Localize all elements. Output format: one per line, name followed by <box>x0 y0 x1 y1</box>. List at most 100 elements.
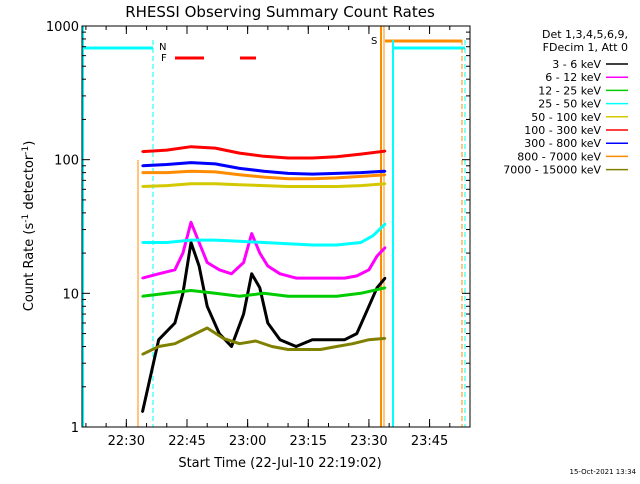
data-point <box>238 342 241 345</box>
data-point <box>262 170 265 173</box>
data-point <box>359 152 362 156</box>
data-point <box>189 161 193 164</box>
data-point <box>157 338 160 341</box>
data-point <box>286 177 290 180</box>
data-point <box>214 162 217 166</box>
data-point <box>383 222 387 226</box>
y-axis-label: Count Rate (s-1 detector-1) <box>21 141 37 312</box>
data-point <box>189 182 193 185</box>
data-point <box>206 326 209 330</box>
data-point <box>359 175 362 178</box>
data-point <box>383 149 387 153</box>
data-point <box>327 338 330 341</box>
data-point <box>286 185 290 188</box>
data-point <box>206 261 209 264</box>
data-point <box>311 172 314 176</box>
legend-label: 300 - 800 keV <box>524 137 601 150</box>
data-point <box>222 337 225 340</box>
data-point <box>266 264 269 268</box>
data-point <box>238 295 241 298</box>
series-line-1 <box>142 220 387 280</box>
data-point <box>311 276 314 280</box>
y-tick-label: 1 <box>71 421 79 436</box>
data-point <box>238 240 241 243</box>
data-point <box>173 268 177 271</box>
data-point <box>262 155 265 158</box>
data-point <box>383 276 387 280</box>
data-point <box>327 276 330 280</box>
data-point <box>359 241 362 244</box>
y-tick-label: 100 <box>54 154 79 169</box>
legend-label: 25 - 50 keV <box>538 98 601 111</box>
data-point <box>359 292 362 295</box>
data-point <box>286 156 290 160</box>
data-point <box>383 286 387 289</box>
data-point <box>383 246 387 249</box>
data-point <box>311 295 314 298</box>
x-tick-label: 23:30 <box>350 434 387 449</box>
data-point <box>359 184 362 187</box>
data-point <box>165 241 168 244</box>
data-point <box>367 268 371 271</box>
data-point <box>311 177 314 180</box>
data-point <box>242 312 245 316</box>
data-point <box>238 167 241 170</box>
data-point <box>189 241 193 244</box>
legend-label: 800 - 7000 keV <box>517 150 601 163</box>
data-point <box>165 148 168 152</box>
data-point <box>197 264 201 268</box>
data-point <box>303 348 306 351</box>
data-point <box>230 272 233 275</box>
data-point <box>278 272 282 275</box>
data-point <box>157 272 160 275</box>
legend: Det 1,3,4,5,6,9,FDecim 1, Att 0 3 - 6 keV… <box>503 28 628 177</box>
legend-label: 3 - 6 keV <box>552 58 601 71</box>
data-point <box>181 251 185 255</box>
data-point <box>335 243 338 247</box>
data-point <box>335 345 338 348</box>
data-point <box>189 334 193 338</box>
data-point <box>262 175 265 179</box>
data-point <box>286 295 290 298</box>
data-point <box>311 156 314 160</box>
data-point <box>141 353 144 356</box>
data-point <box>214 170 217 174</box>
plot-frame <box>81 25 471 428</box>
series-line-0 <box>141 241 387 413</box>
marker-label-f: F <box>161 53 167 64</box>
data-point <box>367 305 371 308</box>
data-point <box>278 338 282 341</box>
data-point <box>250 272 253 275</box>
data-point <box>141 185 144 188</box>
timestamp: 15-Oct-2021 13:34 <box>570 468 637 476</box>
data-point <box>165 184 168 187</box>
data-point <box>311 338 314 341</box>
data-point <box>343 276 346 280</box>
data-point <box>311 243 314 247</box>
data-point <box>355 332 358 335</box>
data-point <box>383 182 387 185</box>
data-point <box>286 348 290 351</box>
data-point <box>375 254 379 258</box>
data-point <box>258 286 261 289</box>
marker-label-s: S <box>371 36 377 47</box>
x-tick-label: 23:15 <box>290 434 327 449</box>
chart-title: RHESSI Observing Summary Count Rates <box>125 3 435 21</box>
data-point <box>266 321 269 325</box>
y-tick-label: 1000 <box>46 20 79 35</box>
data-point <box>238 151 241 155</box>
x-axis-label: Start Time (22-Jul-10 22:19:02) <box>178 456 381 471</box>
data-point <box>383 170 387 173</box>
data-point <box>197 241 201 244</box>
data-point <box>189 221 193 224</box>
data-point <box>141 241 144 244</box>
data-point <box>141 295 144 298</box>
data-point <box>355 274 358 278</box>
x-tick-label: 22:45 <box>168 434 205 449</box>
data-point <box>319 348 322 351</box>
data-point <box>189 238 193 242</box>
data-point <box>367 338 371 341</box>
data-point <box>189 170 193 173</box>
